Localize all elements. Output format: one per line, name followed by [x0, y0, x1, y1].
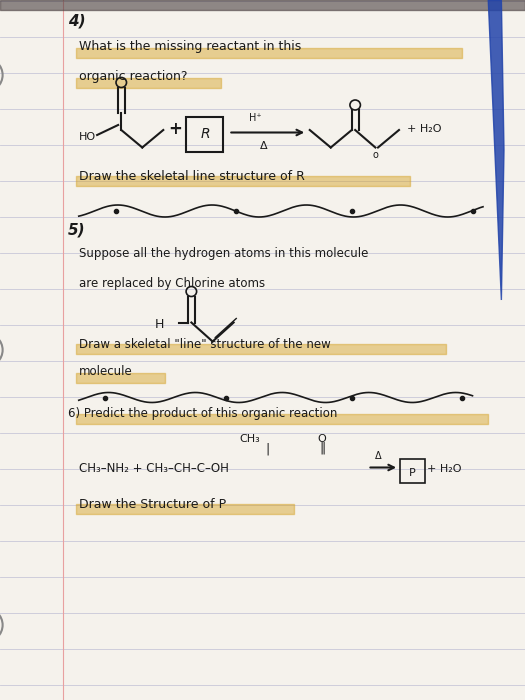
Text: O: O — [318, 435, 327, 444]
Text: + H₂O: + H₂O — [427, 465, 461, 475]
Text: R: R — [201, 127, 211, 141]
Text: molecule: molecule — [79, 365, 132, 378]
Text: + H₂O: + H₂O — [407, 125, 442, 134]
Polygon shape — [488, 0, 504, 300]
Text: 6) Predict the product of this organic reaction: 6) Predict the product of this organic r… — [68, 407, 338, 421]
Text: H: H — [155, 318, 164, 330]
Text: HO: HO — [79, 132, 96, 142]
Text: Δ: Δ — [260, 141, 268, 151]
Text: Suppose all the hydrogen atoms in this molecule: Suppose all the hydrogen atoms in this m… — [79, 248, 368, 260]
Text: ‖: ‖ — [319, 441, 326, 454]
Text: are replaced by Chlorine atoms: are replaced by Chlorine atoms — [79, 277, 265, 290]
Text: +: + — [168, 120, 182, 138]
Text: 5): 5) — [68, 223, 86, 238]
Text: P: P — [409, 468, 416, 478]
Text: o: o — [373, 150, 379, 160]
Text: Δ: Δ — [375, 451, 382, 461]
Text: organic reaction?: organic reaction? — [79, 70, 187, 83]
Text: CH₃: CH₃ — [239, 435, 260, 444]
Text: CH₃–NH₂ + CH₃–CH–C–OH: CH₃–NH₂ + CH₃–CH–C–OH — [79, 463, 228, 475]
Text: Draw the skeletal line structure of R: Draw the skeletal line structure of R — [79, 170, 304, 183]
Text: |: | — [265, 442, 269, 456]
Text: H⁺: H⁺ — [249, 113, 262, 123]
Text: What is the missing reactant in this: What is the missing reactant in this — [79, 40, 301, 53]
Text: Draw a skeletal "line" structure of the new: Draw a skeletal "line" structure of the … — [79, 337, 331, 351]
Text: 4): 4) — [68, 13, 86, 28]
Text: Draw the Structure of P: Draw the Structure of P — [79, 498, 226, 510]
